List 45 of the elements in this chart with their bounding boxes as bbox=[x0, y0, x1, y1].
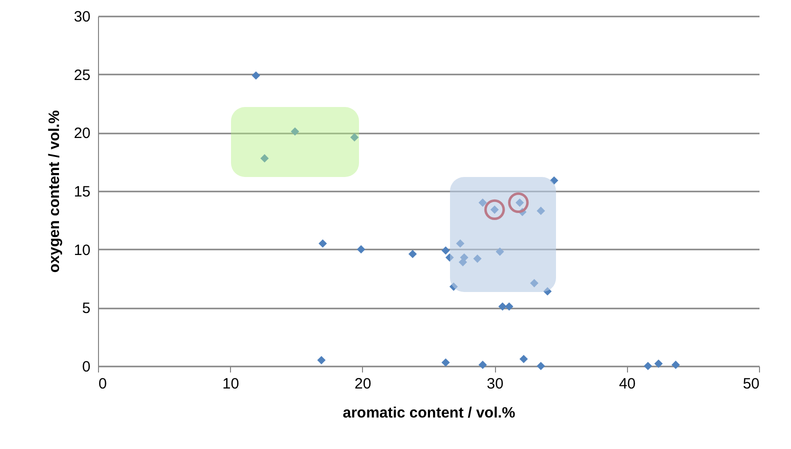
point bbox=[520, 354, 528, 364]
point bbox=[260, 154, 269, 163]
point bbox=[672, 360, 680, 370]
x-tick-label: 30 bbox=[486, 376, 504, 392]
point bbox=[508, 192, 529, 213]
x-tick-label: 40 bbox=[618, 376, 636, 392]
point bbox=[356, 245, 366, 254]
point bbox=[449, 282, 458, 291]
point bbox=[644, 362, 652, 370]
x-tick-label: 0 bbox=[98, 376, 107, 392]
x-tick-label: 10 bbox=[222, 376, 240, 392]
point bbox=[543, 287, 552, 296]
point bbox=[445, 253, 454, 262]
x-axis-title: aromatic content / vol.% bbox=[342, 404, 516, 422]
point bbox=[498, 302, 507, 311]
point bbox=[442, 358, 450, 367]
point bbox=[456, 239, 464, 248]
point bbox=[473, 254, 482, 263]
point bbox=[290, 127, 300, 136]
point bbox=[504, 302, 514, 311]
point bbox=[478, 360, 487, 370]
y-tick-label: 30 bbox=[74, 8, 90, 26]
y-tick-label: 10 bbox=[74, 242, 90, 259]
y-tick-label: 20 bbox=[74, 125, 90, 142]
point bbox=[317, 356, 326, 364]
point bbox=[496, 247, 504, 256]
point bbox=[252, 71, 260, 80]
y-axis-title: oxygen content / vol.% bbox=[46, 110, 63, 273]
y-tick-label: 0 bbox=[82, 358, 90, 376]
y-tick-label: 25 bbox=[74, 66, 90, 84]
y-tick-label: 5 bbox=[82, 300, 90, 318]
point bbox=[654, 359, 663, 368]
point bbox=[536, 362, 546, 370]
point bbox=[536, 206, 546, 216]
point bbox=[350, 133, 359, 142]
point bbox=[408, 250, 417, 258]
point bbox=[550, 176, 558, 185]
x-tick-label: 50 bbox=[742, 376, 760, 392]
point bbox=[478, 198, 487, 207]
y-tick-label: 15 bbox=[74, 184, 90, 200]
x-tick-label: 20 bbox=[354, 376, 372, 392]
point bbox=[484, 199, 505, 220]
point bbox=[530, 278, 538, 288]
point bbox=[318, 239, 327, 248]
point bbox=[442, 246, 450, 255]
